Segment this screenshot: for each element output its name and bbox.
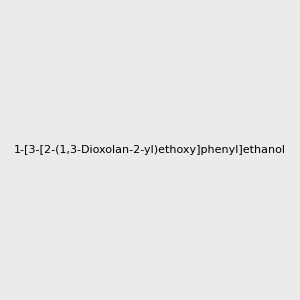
Text: 1-[3-[2-(1,3-Dioxolan-2-yl)ethoxy]phenyl]ethanol: 1-[3-[2-(1,3-Dioxolan-2-yl)ethoxy]phenyl… xyxy=(14,145,286,155)
